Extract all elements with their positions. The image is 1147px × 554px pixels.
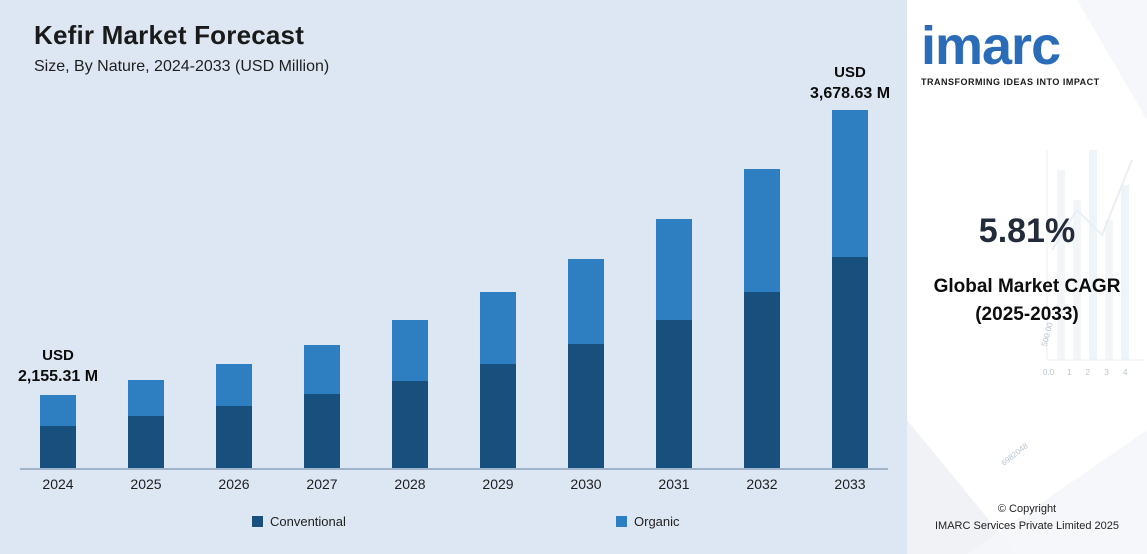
cagr-label-line2: (2025-2033) <box>975 303 1079 325</box>
bar-segment-organic-2032 <box>744 169 780 292</box>
data-label-2024-value: 2,155.31 M <box>17 368 99 385</box>
bar-2026 <box>216 364 252 468</box>
bar-segment-conventional-2030 <box>568 344 604 468</box>
bar-segment-conventional-2032 <box>744 292 780 468</box>
bar-segment-organic-2029 <box>480 292 516 364</box>
x-tick-label-2032: 2032 <box>746 476 778 492</box>
legend-item-conventional: Conventional <box>252 514 346 529</box>
imarc-logo-text: imarc <box>921 16 1061 76</box>
bar-2024 <box>40 395 76 468</box>
bar-segment-conventional-2026 <box>216 406 252 468</box>
bar-segment-conventional-2031 <box>656 320 692 468</box>
bar-segment-organic-2028 <box>392 320 428 381</box>
bar-segment-conventional-2025 <box>128 416 164 468</box>
x-tick-label-2030: 2030 <box>570 476 602 492</box>
bar-2032 <box>744 169 780 468</box>
x-tick-label-2025: 2025 <box>130 476 162 492</box>
decorative-number: 1 2 3 4 <box>1067 368 1134 377</box>
bar-2028 <box>392 320 428 468</box>
data-label-2033-prefix: USD <box>834 64 866 81</box>
cagr-block: 5.81% Global Market CAGR (2025-2033) <box>907 212 1147 328</box>
bar-2027 <box>304 345 340 468</box>
plot-area <box>20 0 888 470</box>
bar-segment-organic-2025 <box>128 380 164 416</box>
data-label-2024: USD 2,155.31 M <box>8 345 108 388</box>
legend-item-organic: Organic <box>616 514 680 529</box>
bar-segment-organic-2031 <box>656 219 692 320</box>
legend-label-organic: Organic <box>634 514 680 529</box>
bar-segment-organic-2027 <box>304 345 340 394</box>
bars <box>20 0 888 468</box>
brand-sidebar: 500.00 0.0 1 2 3 4 6982048 imarc TRANSFO… <box>907 0 1147 554</box>
legend-label-conventional: Conventional <box>270 514 346 529</box>
copyright-line1: © Copyright <box>997 503 1057 515</box>
bar-2025 <box>128 380 164 468</box>
bar-2029 <box>480 292 516 468</box>
cagr-value: 5.81% <box>978 212 1076 250</box>
imarc-tagline: TRANSFORMING IDEAS INTO IMPACT <box>921 76 1100 87</box>
data-label-2033-value: 3,678.63 M <box>809 85 891 102</box>
bar-segment-conventional-2028 <box>392 381 428 468</box>
bar-2030 <box>568 259 604 468</box>
x-axis-labels: 2024 2025 2026 2027 2028 2029 2030 2031 2032 2033 <box>20 476 888 492</box>
x-tick-label-2026: 2026 <box>218 476 250 492</box>
cagr-label-line1: Global Market CAGR <box>933 276 1121 297</box>
chart-panel: Kefir Market Forecast Size, By Nature, 2… <box>0 0 907 554</box>
x-tick-label-2031: 2031 <box>658 476 690 492</box>
x-tick-label-2027: 2027 <box>306 476 338 492</box>
imarc-logo: imarc TRANSFORMING IDEAS INTO IMPACT <box>907 18 1147 87</box>
data-label-2033: USD 3,678.63 M <box>790 62 910 105</box>
bar-segment-organic-2030 <box>568 259 604 344</box>
cagr-label: Global Market CAGR (2025-2033) <box>907 273 1147 328</box>
x-tick-label-2029: 2029 <box>482 476 514 492</box>
x-tick-label-2033: 2033 <box>834 476 866 492</box>
bar-segment-organic-2026 <box>216 364 252 406</box>
bar-2033 <box>832 110 868 468</box>
bar-segment-conventional-2027 <box>304 394 340 468</box>
decorative-number: 6982048 <box>999 441 1030 468</box>
page-subtitle: Size, By Nature, 2024-2033 (USD Million) <box>34 58 330 75</box>
bar-segment-conventional-2033 <box>832 257 868 468</box>
bar-segment-organic-2033 <box>832 110 868 257</box>
page-title: Kefir Market Forecast <box>34 20 305 50</box>
bar-2031 <box>656 219 692 468</box>
bar-segment-conventional-2029 <box>480 364 516 468</box>
bar-segment-organic-2024 <box>40 395 76 426</box>
legend-swatch-conventional <box>252 516 263 527</box>
copyright: © Copyright IMARC Services Private Limit… <box>907 501 1147 534</box>
x-tick-label-2028: 2028 <box>394 476 426 492</box>
copyright-line2: IMARC Services Private Limited 2025 <box>934 519 1119 532</box>
decorative-number: 0.0 <box>1043 368 1055 377</box>
x-tick-label-2024: 2024 <box>42 476 74 492</box>
data-label-2024-prefix: USD <box>42 347 74 364</box>
legend-swatch-organic <box>616 516 627 527</box>
bar-segment-conventional-2024 <box>40 426 76 468</box>
